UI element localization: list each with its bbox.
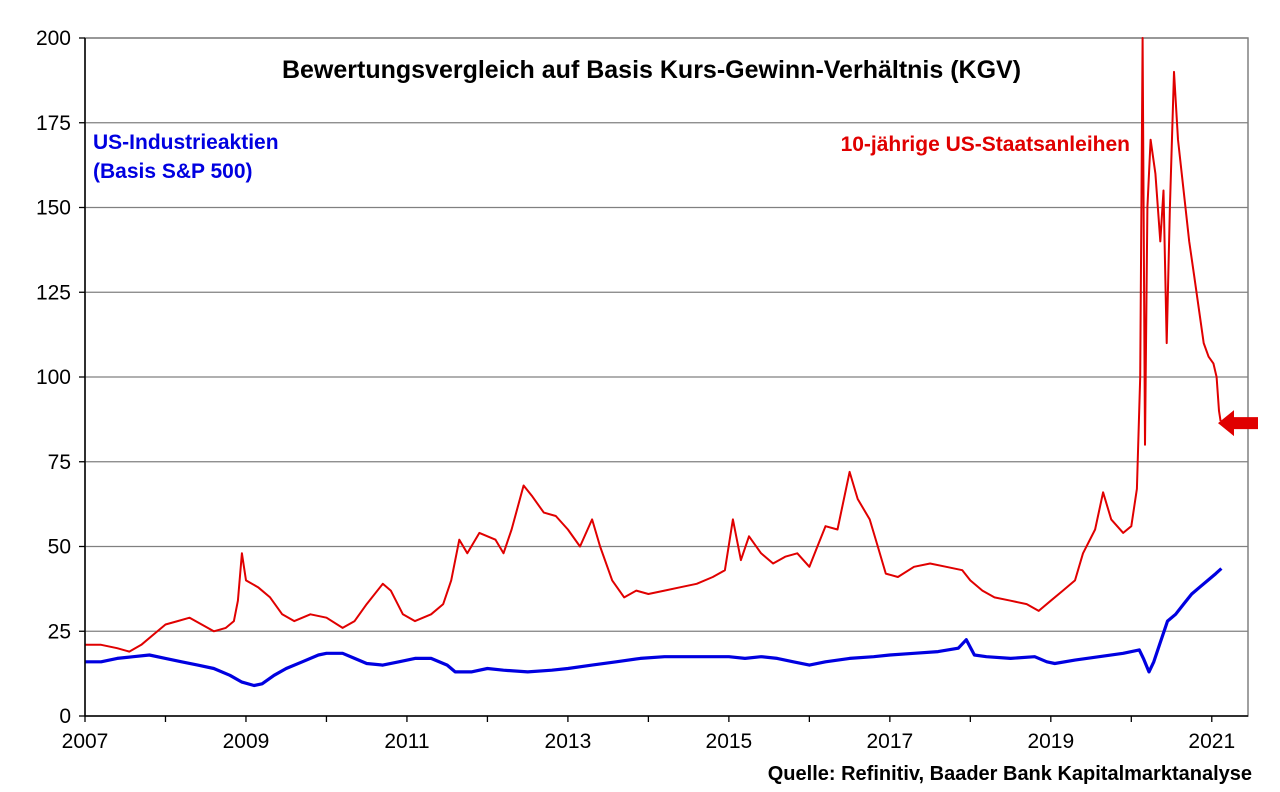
x-tick-label: 2011 xyxy=(384,730,429,753)
x-tick-label: 2017 xyxy=(866,730,913,753)
grid xyxy=(85,37,1248,632)
x-tick-label: 2015 xyxy=(706,730,753,753)
y-tick-label: 0 xyxy=(59,705,71,728)
y-tick-label: 150 xyxy=(36,197,71,220)
y-tick-label: 50 xyxy=(48,536,71,559)
x-tick-label: 2007 xyxy=(62,730,109,753)
series-label-treasury: 10-jährige US-Staatsanleihen xyxy=(841,133,1130,156)
series-label-sp500: (Basis S&P 500) xyxy=(93,160,253,183)
series-lines xyxy=(85,37,1223,688)
y-tick-label: 25 xyxy=(48,620,71,643)
chart-title: Bewertungsvergleich auf Basis Kurs-Gewin… xyxy=(282,56,1021,84)
x-tick-label: 2021 xyxy=(1188,730,1235,753)
series-sp500-line xyxy=(85,567,1223,688)
y-tick-label: 200 xyxy=(36,27,71,50)
arrow-annotation xyxy=(1218,410,1258,437)
y-tick-label: 125 xyxy=(36,281,71,304)
x-tick-label: 2013 xyxy=(545,730,592,753)
series-treasury-line xyxy=(85,37,1222,653)
y-tick-label: 75 xyxy=(48,451,71,474)
axes: 0 25 50 75 100 125 150 175 200 2007 2009 2011 2013 20… xyxy=(36,27,1248,753)
source-note: Quelle: Refinitiv, Baader Bank Kapitalma… xyxy=(768,763,1252,785)
series-label-sp500: US-Industrieaktien xyxy=(93,131,279,154)
x-tick-label: 2019 xyxy=(1027,730,1074,753)
x-tick-label: 2009 xyxy=(223,730,270,753)
y-tick-label: 175 xyxy=(36,112,71,135)
y-tick-label: 100 xyxy=(36,366,71,389)
labels: Bewertungsvergleich auf Basis Kurs-Gewin… xyxy=(93,56,1258,785)
